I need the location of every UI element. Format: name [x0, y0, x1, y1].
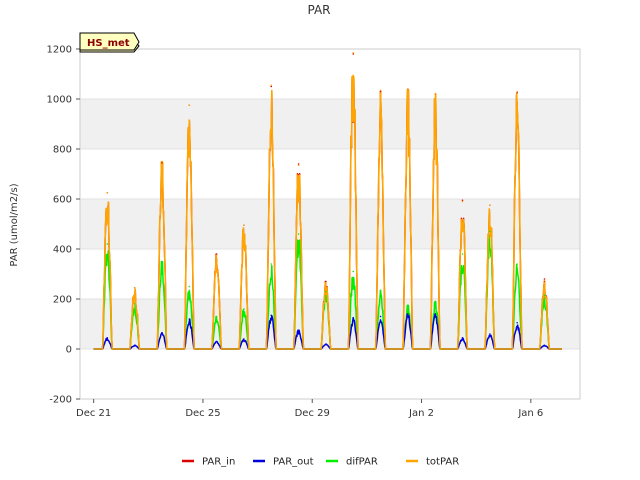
data-point-totPAR — [133, 286, 136, 289]
data-point-PAR_out — [434, 313, 436, 315]
data-point-PAR_out — [352, 316, 355, 319]
data-point-PAR_out — [270, 314, 273, 317]
data-point-PAR_in — [379, 90, 382, 93]
data-point-PAR_out — [543, 344, 546, 347]
data-point-PAR_out — [133, 344, 136, 347]
data-point-totPAR — [434, 93, 436, 95]
data-point-PAR_out — [106, 336, 109, 339]
y-tick-label: 800 — [53, 145, 72, 156]
data-point-difPAR — [434, 300, 436, 303]
data-point-difPAR — [106, 243, 109, 245]
data-point-PAR_in — [543, 278, 546, 280]
axes: -200 0 200 400 600 800 1000 1200 Dec 21 Dec 25 Dec… — [47, 45, 581, 419]
data-point-totPAR — [543, 279, 546, 282]
data-point-totPAR — [270, 84, 273, 87]
y-axis-title: PAR (umol/m2/s) — [9, 183, 20, 266]
data-point-PAR_out — [161, 331, 163, 334]
data-point-difPAR — [188, 285, 191, 288]
legend: PAR_in PAR_out difPAR totPAR — [182, 457, 459, 468]
data-point-difPAR — [407, 304, 409, 307]
data-point-totPAR — [243, 224, 245, 227]
data-point-difPAR — [325, 290, 327, 293]
data-point-PAR_out — [379, 315, 382, 318]
data-point-totPAR — [188, 104, 191, 107]
data-point-difPAR — [352, 270, 355, 273]
y-tick-label: 400 — [53, 245, 72, 256]
data-point-PAR_in — [461, 199, 464, 202]
data-point-PAR_in — [516, 91, 518, 94]
data-point-PAR_in — [215, 253, 218, 255]
legend-label-PAR_out: PAR_out — [273, 457, 314, 468]
data-point-totPAR — [297, 164, 300, 167]
x-tick-label: Dec 29 — [295, 408, 330, 419]
data-point-totPAR — [215, 254, 218, 257]
y-tick-label: 600 — [53, 195, 72, 206]
data-point-difPAR — [489, 230, 491, 233]
x-tick-label: Dec 21 — [76, 408, 111, 419]
plot-frame — [79, 48, 581, 400]
plot-band — [80, 99, 580, 149]
legend-label-PAR_in: PAR_in — [202, 457, 235, 468]
data-point-PAR_in — [297, 163, 300, 165]
data-point-totPAR — [325, 281, 327, 284]
data-point-difPAR — [379, 289, 382, 292]
data-point-PAR_out — [516, 321, 518, 324]
data-point-difPAR — [161, 260, 163, 263]
data-point-difPAR — [297, 233, 300, 235]
series-line-totPAR — [93, 74, 563, 350]
data-point-difPAR — [243, 308, 245, 310]
x-tick-label: Dec 25 — [185, 408, 220, 419]
data-point-PAR_in — [325, 280, 327, 283]
data-point-totPAR — [407, 88, 409, 90]
y-tick-label: -200 — [49, 395, 72, 406]
data-point-PAR_in — [161, 161, 163, 164]
data-point-difPAR — [543, 294, 546, 297]
data-point-difPAR — [270, 263, 273, 265]
y-tick-label: 1200 — [47, 45, 72, 56]
x-tick-label: Jan 6 — [517, 408, 543, 419]
data-point-totPAR — [352, 51, 355, 54]
data-point-difPAR — [461, 253, 464, 255]
data-point-PAR_out — [489, 333, 491, 335]
data-point-difPAR — [133, 303, 136, 305]
data-point-difPAR — [215, 315, 218, 318]
legend-label-totPAR: totPAR — [426, 457, 459, 468]
y-tick-label: 200 — [53, 295, 72, 306]
data-point-PAR_in — [270, 85, 273, 88]
y-tick-label: 0 — [66, 345, 72, 356]
data-point-PAR_out — [297, 329, 300, 332]
legend-label-difPAR: difPAR — [346, 457, 378, 468]
y-tick-label: 1000 — [47, 95, 72, 106]
data-point-totPAR — [461, 200, 464, 203]
data-point-totPAR — [379, 89, 382, 92]
plot-band — [80, 199, 580, 249]
series-layer — [93, 51, 563, 350]
station-label: HS_met — [87, 38, 130, 49]
data-point-PAR_out — [407, 313, 409, 315]
x-tick-label: Jan 2 — [408, 408, 434, 419]
data-point-totPAR — [489, 204, 491, 207]
data-point-PAR_out — [215, 340, 218, 343]
data-point-difPAR — [516, 263, 518, 265]
data-point-PAR_out — [188, 318, 191, 320]
data-point-totPAR — [106, 191, 109, 194]
station-label-shape — [79, 32, 140, 51]
data-point-PAR_out — [243, 338, 245, 340]
chart-title: PAR — [307, 3, 330, 17]
data-point-PAR_out — [325, 343, 327, 345]
data-point-PAR_in — [352, 53, 355, 55]
data-point-totPAR — [516, 90, 518, 93]
data-point-PAR_out — [461, 336, 464, 339]
station-label-box: HS_met — [79, 32, 140, 53]
data-point-totPAR — [161, 160, 163, 163]
